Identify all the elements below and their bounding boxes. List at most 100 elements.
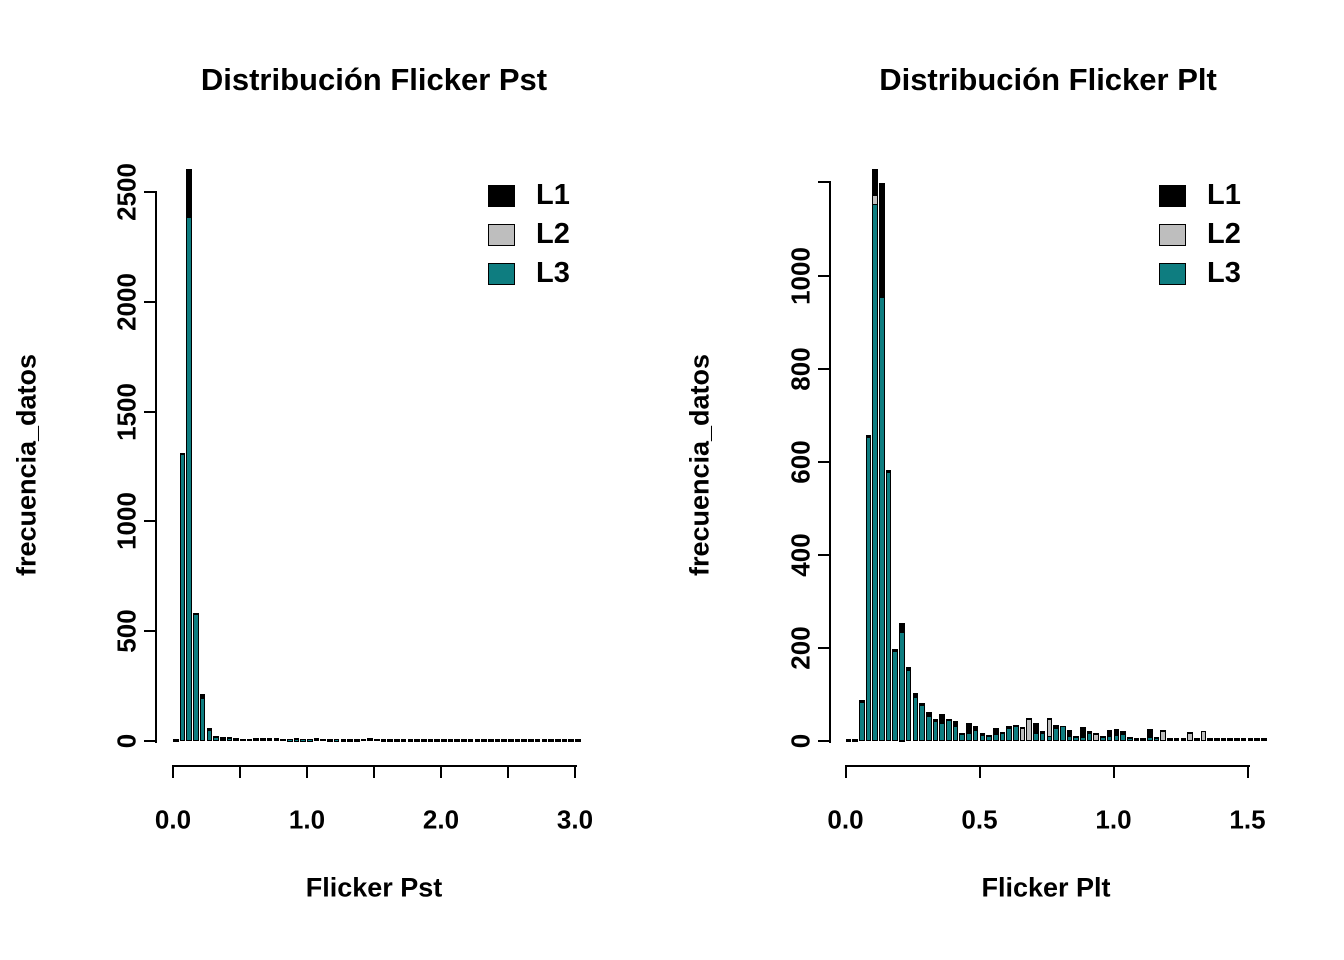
legend-swatch-l1 (488, 185, 515, 207)
y-tick-label: 800 (785, 346, 816, 391)
histogram-bar-l1 (240, 738, 246, 742)
histogram-bar-l1 (427, 739, 434, 742)
histogram-bar-l3 (992, 733, 999, 742)
histogram-bar-l3 (307, 739, 313, 742)
histogram-bar-l3 (1100, 737, 1106, 742)
histogram-bar-l3 (872, 204, 878, 742)
legend-item-l1: L1 (1159, 179, 1279, 211)
histogram-bar-l3 (367, 738, 373, 742)
histogram-bar-l1 (1167, 737, 1173, 742)
histogram-bar-l3 (1147, 737, 1153, 742)
histogram-bar-l1 (1260, 738, 1267, 742)
y-tick-label: 600 (785, 439, 816, 484)
y-tick-label: 400 (785, 533, 816, 577)
histogram-bar-l3 (186, 216, 193, 742)
histogram-bar-l1 (568, 739, 574, 742)
histogram-bar-l1 (394, 739, 400, 742)
histogram-bar-l1 (1140, 737, 1146, 742)
x-tick-label: 0.5 (961, 804, 998, 835)
y-axis-tick (818, 740, 831, 742)
legend-label-l3: L3 (536, 257, 570, 289)
legend-item-l2: L2 (1159, 218, 1279, 250)
legend-label-l3: L3 (1207, 257, 1241, 289)
left-plot-title: Distribución Flicker Pst (200, 62, 548, 97)
histogram-bar-l3 (892, 651, 899, 742)
histogram-bar-l3 (986, 735, 992, 742)
legend-swatch-l2 (488, 224, 515, 246)
histogram-bar-l1 (575, 739, 581, 742)
histogram-bar-l1 (1234, 738, 1240, 742)
y-axis-tick (818, 553, 831, 556)
histogram-bar-l3 (865, 436, 872, 742)
histogram-bar-l3 (952, 725, 959, 742)
histogram-bar-l1 (514, 739, 521, 742)
histogram-bar-l1 (414, 739, 420, 742)
legend-swatch-l3 (488, 263, 515, 285)
y-axis-line (829, 182, 831, 743)
histogram-bar-l3 (912, 696, 919, 742)
histogram-bar-l3 (1086, 732, 1093, 742)
legend-label-l1: L1 (536, 179, 570, 211)
histogram-bar-l1 (461, 739, 467, 742)
x-tick-label: 0.0 (827, 804, 864, 835)
histogram-bar-l1 (407, 739, 414, 742)
histogram-bar-l3 (1059, 726, 1066, 742)
histogram-bar-l1 (353, 739, 360, 742)
histogram-bar-l1 (1180, 738, 1187, 742)
x-axis-tick (844, 765, 847, 778)
histogram-bar-l1 (447, 739, 454, 742)
histogram-bar-l1 (521, 739, 528, 742)
histogram-bar-l3 (193, 614, 199, 742)
histogram-bar-l3 (919, 704, 925, 742)
histogram-bar-l1 (347, 739, 353, 742)
y-axis-tick (818, 181, 831, 184)
x-axis-tick (239, 765, 241, 778)
histogram-bar-l3 (925, 716, 932, 742)
y-axis-line (155, 192, 157, 743)
histogram-bar-l1 (441, 739, 447, 742)
y-axis-tick (144, 630, 157, 633)
histogram-bar-l3 (972, 730, 979, 742)
histogram-bar-l3 (932, 720, 939, 742)
histogram-bar-l3 (253, 738, 260, 742)
histogram-bar-l1 (852, 739, 858, 742)
histogram-bar-l3 (260, 738, 266, 742)
histogram-bar-l1 (541, 739, 548, 742)
histogram-bar-l3 (1113, 734, 1120, 742)
y-axis-tick (818, 274, 831, 277)
histogram-bar-l1 (554, 739, 561, 742)
histogram-bar-l3 (1126, 738, 1133, 742)
histogram-bar-l1 (548, 739, 554, 742)
histogram-bar-l1 (360, 738, 367, 742)
histogram-bar-l3 (999, 732, 1006, 742)
x-axis-tick (306, 765, 308, 778)
y-axis-tick (144, 740, 157, 742)
histogram-bar-l2 (1200, 731, 1207, 742)
right-plot-x-axis-label: Flicker Plt (981, 872, 1111, 903)
y-axis-tick (144, 191, 157, 193)
histogram-bar-l3 (1073, 737, 1079, 742)
histogram-bar-l1 (845, 739, 852, 742)
y-axis-tick (144, 520, 157, 523)
histogram-bar-l3 (966, 732, 972, 742)
histogram-bar-l1 (420, 739, 427, 742)
x-tick-label: 1.5 (1229, 804, 1266, 835)
histogram-bar-l3 (1080, 736, 1086, 742)
x-tick-label: 3.0 (556, 804, 594, 835)
histogram-bar-l3 (333, 739, 340, 742)
x-axis-tick (172, 765, 174, 778)
histogram-bar-l1 (494, 739, 501, 742)
histogram-bar-l3 (858, 702, 865, 742)
y-tick-label: 1000 (785, 246, 816, 305)
histogram-bar-l1 (528, 739, 534, 742)
histogram-bar-l3 (199, 698, 206, 742)
y-axis-tick (144, 300, 157, 303)
histogram-bar-l3 (226, 738, 233, 742)
histogram-bar-l3 (293, 739, 300, 742)
histogram-bar-l3 (1120, 733, 1126, 742)
histogram-bar-l3 (219, 738, 226, 742)
histogram-bar-l3 (1033, 732, 1039, 742)
histogram-bar-l1 (508, 739, 514, 742)
